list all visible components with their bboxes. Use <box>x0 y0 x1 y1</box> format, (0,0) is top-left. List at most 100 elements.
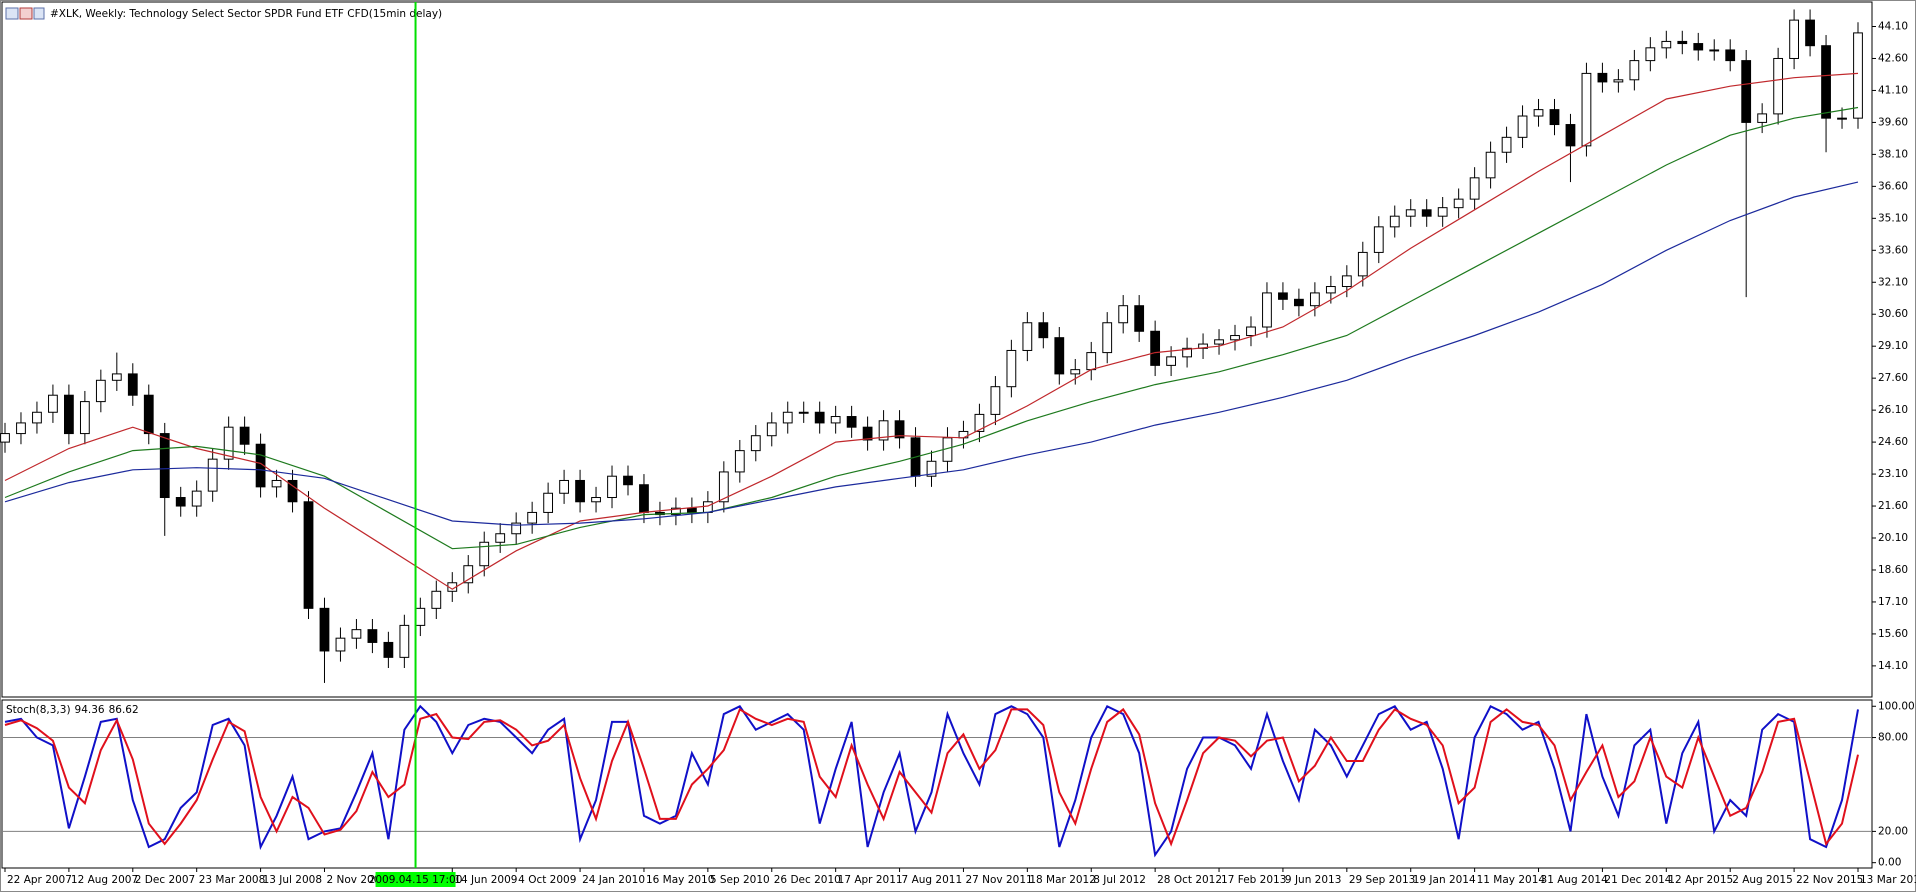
oscillator-text: 94.36 <box>75 704 105 716</box>
candle-body <box>207 458 218 492</box>
candle-body <box>79 401 90 435</box>
y-tick-label: 29.10 <box>1878 340 1908 352</box>
candle-body <box>750 435 761 452</box>
y-tick-label: 80.00 <box>1878 732 1908 744</box>
candle-body <box>95 379 106 403</box>
candle-body <box>479 541 490 567</box>
candle-body <box>1118 305 1129 324</box>
candle-body <box>766 422 777 437</box>
candle-body <box>1549 109 1560 126</box>
candle-body <box>431 590 442 609</box>
candle-body <box>511 522 522 535</box>
candle-body <box>1821 45 1831 119</box>
icon <box>33 7 45 20</box>
candle-body <box>495 533 506 543</box>
candle-body <box>862 426 873 441</box>
x-tick-label: 26 Dec 2010 <box>774 874 841 886</box>
x-tick-label: 28 Oct 2012 <box>1157 874 1222 886</box>
candle-body <box>1661 40 1672 49</box>
candle-body <box>319 607 330 652</box>
candle-body <box>1309 292 1320 307</box>
candle-body <box>1709 49 1720 52</box>
y-tick-label: 23.10 <box>1878 468 1908 480</box>
candle-body <box>1341 275 1352 288</box>
candle-body <box>1629 60 1640 81</box>
candle-body <box>1533 109 1544 117</box>
candle-body <box>1421 209 1432 217</box>
oscillator-header: Stoch(8,3,3) 94.36 86.62 <box>6 704 139 716</box>
candle-body <box>223 426 234 460</box>
candle-body <box>1006 349 1017 388</box>
candle-body <box>271 479 282 488</box>
x-tick-label: 7 Aug 2011 <box>902 874 963 886</box>
x-tick-label: 5 Sep 2010 <box>710 874 770 886</box>
icon <box>19 7 33 20</box>
x-tick-label: 2 Aug 2015 <box>1732 874 1793 886</box>
candle-body <box>0 433 10 443</box>
candle-body <box>1469 177 1480 200</box>
candle-body <box>1725 49 1736 62</box>
candle-body <box>639 484 649 513</box>
candle-body <box>239 426 250 445</box>
x-tick-label: 9 Jun 2013 <box>1285 874 1341 886</box>
candle-body <box>111 373 122 381</box>
candle-body <box>559 479 569 494</box>
candle-body <box>1054 337 1065 375</box>
candle-body <box>1246 326 1256 337</box>
candle-body <box>415 607 426 626</box>
y-tick-label: 41.10 <box>1878 84 1908 96</box>
x-tick-label: 16 May 2010 <box>646 874 714 886</box>
y-tick-label: 44.10 <box>1878 21 1908 33</box>
candle-body <box>1565 124 1576 147</box>
toolbar-icons <box>5 7 45 20</box>
candle-body <box>159 433 170 499</box>
x-tick-label: 27 Nov 2011 <box>965 874 1032 886</box>
y-tick-label: 30.60 <box>1878 308 1908 320</box>
candle-body <box>1325 286 1336 294</box>
candle-body <box>1773 57 1784 115</box>
crosshair-label: 2009.04.15 17:00 <box>369 874 463 886</box>
candle-body <box>1230 335 1240 341</box>
candle-body <box>830 416 841 424</box>
candle-body <box>974 413 985 432</box>
candle-body <box>1517 115 1528 138</box>
x-tick-label: 12 Apr 2015 <box>1668 874 1733 886</box>
candle-body <box>623 475 633 486</box>
candle-body <box>1437 207 1448 217</box>
y-tick-label: 26.10 <box>1878 404 1908 416</box>
candle-body <box>1373 226 1384 253</box>
candle-body <box>399 624 410 658</box>
y-tick-label: 36.60 <box>1878 180 1908 192</box>
x-tick-label: 29 Sep 2013 <box>1349 874 1416 886</box>
candle-body <box>1741 60 1752 123</box>
candle-body <box>527 511 538 524</box>
x-tick-label: 31 Aug 2014 <box>1541 874 1609 886</box>
candle-body <box>543 492 554 513</box>
candle-body <box>814 411 825 424</box>
candle-body <box>1853 32 1863 119</box>
candle-body <box>734 450 745 473</box>
candle-body <box>894 420 905 439</box>
x-tick-label: 22 Nov 2015 <box>1796 874 1863 886</box>
candle-body <box>1166 356 1177 366</box>
y-tick-label: 24.60 <box>1878 436 1908 448</box>
y-tick-label: 33.60 <box>1878 244 1908 256</box>
moving-average <box>4 181 1859 526</box>
candle-body <box>255 443 266 488</box>
y-tick-label: 17.10 <box>1878 596 1908 608</box>
candle-body <box>127 373 138 396</box>
candle-body <box>1789 19 1799 59</box>
candle-body <box>1837 117 1847 120</box>
candle-body <box>48 394 58 413</box>
candle-body <box>1102 322 1113 354</box>
candle-body <box>1086 352 1097 371</box>
y-tick-label: 20.00 <box>1878 825 1908 837</box>
x-tick-label: 21 Dec 2014 <box>1604 874 1671 886</box>
candle-body <box>1262 292 1272 328</box>
candle-body <box>287 479 298 503</box>
candle-body <box>1581 72 1592 147</box>
x-tick-label: 17 Apr 2011 <box>838 874 903 886</box>
candle-body <box>1677 40 1688 45</box>
y-tick-label: 35.10 <box>1878 212 1908 224</box>
